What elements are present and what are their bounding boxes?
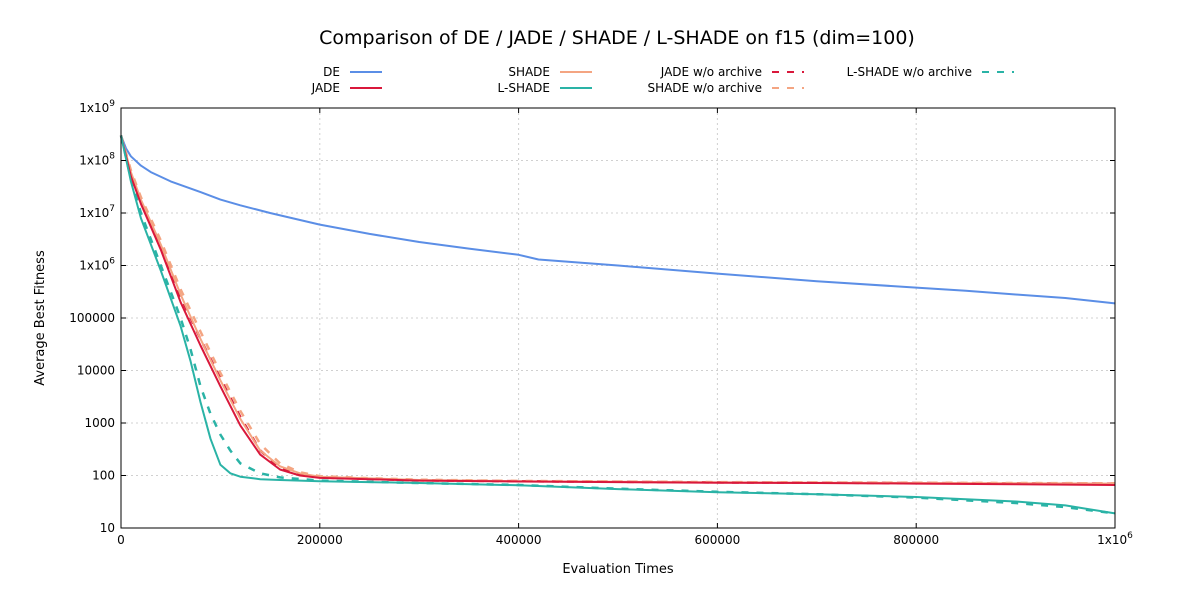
x-tick-label: 0	[117, 533, 125, 547]
grid	[121, 108, 1115, 528]
x-tick-label: 800000	[893, 533, 939, 547]
series-line-jade-w-o-archive	[119, 135, 1116, 485]
legend-label: SHADE w/o archive	[647, 81, 762, 95]
series-line-shade-w-o-archive	[119, 135, 1116, 485]
x-axis-label: Evaluation Times	[562, 562, 674, 577]
y-tick-label: 10000	[77, 364, 115, 378]
x-axis: 0 200000 400000 600000 800000 1x106	[117, 108, 1133, 547]
y-tick-label: 1000	[84, 416, 115, 430]
y-tick-label: 100	[92, 469, 115, 483]
legend-label: DE	[323, 65, 340, 79]
series-line-shade	[120, 135, 1116, 485]
y-tick-label: 1x106	[79, 257, 115, 273]
chart-title: Comparison of DE / JADE / SHADE / L-SHAD…	[319, 27, 915, 49]
y-tick-label: 1x109	[79, 99, 115, 115]
x-tick-label: 200000	[297, 533, 343, 547]
legend: DE JADE SHADE L-SHADE JADE w/o archive SHADE …	[311, 65, 1014, 95]
legend-label: JADE w/o archive	[660, 65, 762, 79]
series-line-l-shade	[120, 135, 1116, 515]
y-axis: 10 100 1000 10000 100000 1x106 1x107 1x108 1x109	[69, 99, 1115, 535]
y-tick-label: 1x108	[79, 152, 115, 168]
legend-label: L-SHADE w/o archive	[847, 65, 972, 79]
legend-label: L-SHADE	[498, 81, 550, 95]
x-tick-label: 1x106	[1097, 531, 1133, 547]
legend-label: SHADE	[508, 65, 550, 79]
x-tick-label: 600000	[694, 533, 740, 547]
series-line-l-shade-w-o-archive	[119, 135, 1116, 515]
y-tick-label: 1x107	[79, 204, 115, 220]
series-layer	[119, 135, 1116, 515]
series-line-jade	[120, 135, 1116, 486]
y-tick-label: 10	[100, 521, 115, 535]
legend-label: JADE	[311, 81, 340, 95]
y-axis-label: Average Best Fitness	[33, 250, 48, 386]
x-tick-label: 400000	[496, 533, 542, 547]
y-tick-label: 100000	[69, 311, 115, 325]
series-line-de	[120, 135, 1116, 305]
